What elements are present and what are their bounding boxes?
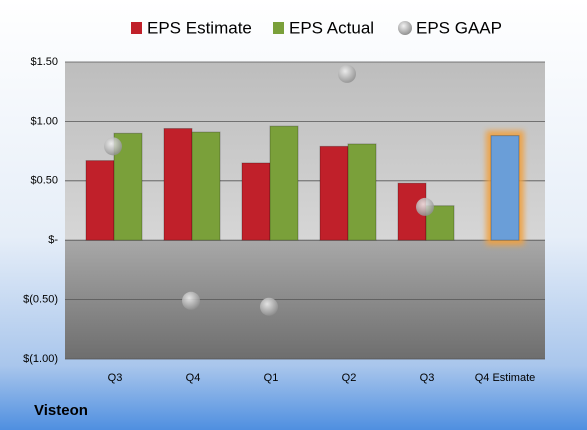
gaap-point [416, 197, 434, 216]
bar [191, 131, 221, 241]
x-tick-label: Q1 [264, 372, 279, 384]
y-tick-label: $(1.00) [23, 353, 58, 365]
bar [490, 135, 520, 241]
gaap-point [104, 137, 122, 156]
y-tick-label: $- [48, 234, 58, 246]
bar [113, 132, 143, 241]
y-tick-label: $1.50 [30, 56, 58, 68]
gaap-point [182, 291, 200, 310]
y-tick-label: $1.00 [30, 115, 58, 127]
legend-marker [273, 22, 284, 34]
bar [163, 128, 193, 241]
footer: Visteon [34, 402, 88, 419]
x-tick-label: Q3 [420, 372, 435, 384]
legend-marker [131, 22, 142, 34]
gaap-point [260, 297, 278, 316]
legend-label: EPS GAAP [416, 18, 502, 37]
y-tick-label: $0.50 [30, 175, 58, 187]
legend-marker [398, 21, 412, 35]
x-tick-label: Q4 Estimate [475, 372, 536, 384]
plot-area-upper [65, 62, 545, 241]
x-tick-label: Q2 [342, 372, 357, 384]
bar [269, 125, 299, 241]
gaap-point [338, 64, 356, 83]
bar [347, 143, 377, 241]
bar [85, 160, 115, 241]
legend-label: EPS Estimate [147, 18, 252, 37]
x-tick-label: Q3 [108, 372, 123, 384]
x-tick-label: Q4 [186, 372, 201, 384]
legend-label: EPS Actual [289, 18, 374, 37]
bar [241, 162, 271, 241]
y-tick-label: $(0.50) [23, 294, 58, 306]
bar [319, 145, 349, 241]
